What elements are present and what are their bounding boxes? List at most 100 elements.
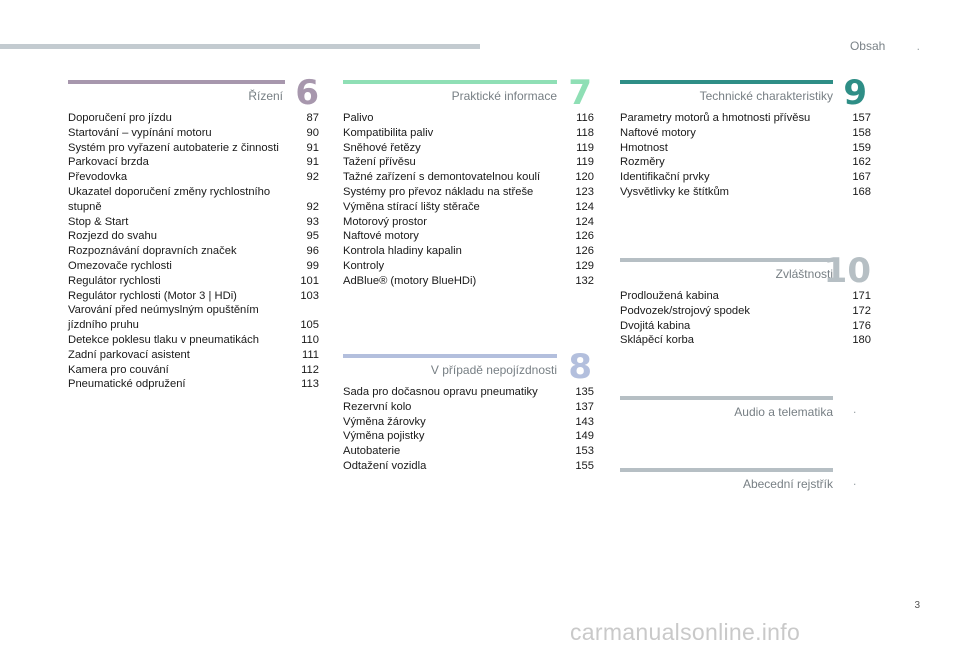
toc-entry[interactable]: Omezovače rychlosti 99 <box>68 259 319 274</box>
header: Obsah . <box>850 39 920 53</box>
toc-entry[interactable]: Motorový prostor 124 <box>343 215 594 230</box>
toc-entry-title: Tažné zařízení s demontovatelnou koulí <box>343 171 541 184</box>
toc-entry[interactable]: Podvozek/strojový spodek 172 <box>620 304 871 319</box>
toc-entry-page: 126 <box>575 245 594 258</box>
toc-entry[interactable]: Kompatibilita paliv 118 <box>343 126 594 141</box>
toc-entry[interactable]: Doporučení pro jízdu 87 <box>68 111 319 126</box>
toc-entry-page: 110 <box>301 333 319 346</box>
section-audio-title[interactable]: Audio a telematika <box>734 405 833 419</box>
toc-entry[interactable]: Detekce poklesu tlaku v pneumatikách 110 <box>68 333 319 348</box>
toc-entry-title: Sada pro dočasnou opravu pneumatiky <box>343 386 538 398</box>
toc-entry[interactable]: Kontroly 129 <box>343 259 594 274</box>
toc-entry-page: 155 <box>575 459 594 472</box>
toc-entry-page: 92 <box>306 200 319 213</box>
toc-entry[interactable]: Identifikační prvky 167 <box>620 170 871 185</box>
toc-entry[interactable]: Kontrola hladiny kapalin 126 <box>343 244 594 259</box>
section-6-number: 6 <box>295 73 319 113</box>
toc-entry[interactable]: Systém pro vyřazení autobaterie z činnos… <box>68 141 319 156</box>
toc-entry-page: 120 <box>575 171 594 184</box>
toc-entry-page: 101 <box>300 274 319 287</box>
section-7-title[interactable]: Praktické informace <box>451 89 557 103</box>
toc-entry-title: Kamera pro couvání <box>68 363 169 376</box>
toc-entry-page: 92 <box>306 171 319 184</box>
toc-entry-title: Stop & Start <box>68 215 129 228</box>
section-7-bar <box>343 80 557 84</box>
section-6-title[interactable]: Řízení <box>248 89 283 103</box>
section-10-list: Prodloužená kabina 171 Podvozek/strojový s… <box>620 289 871 348</box>
toc-entry[interactable]: Regulátor rychlosti (Motor 3 | HDi) 103 <box>68 289 319 304</box>
toc-entry-title: Výměna stírací lišty stěrače <box>343 200 480 213</box>
toc-entry[interactable]: Regulátor rychlosti 101 <box>68 274 319 289</box>
toc-entry-page: 157 <box>852 112 871 124</box>
section-9-title[interactable]: Technické charakteristiky <box>699 89 833 103</box>
toc-entry[interactable]: Hmotnost 159 <box>620 141 871 156</box>
toc-entry[interactable]: Sklápěcí korba 180 <box>620 333 871 348</box>
header-title[interactable]: Obsah <box>849 39 886 53</box>
toc-entry[interactable]: Vysvětlivky ke štítkům 168 <box>620 185 871 200</box>
toc-entry-title: Parkovací brzda <box>68 156 149 169</box>
section-9-bar <box>620 80 833 84</box>
toc-entry-page: 176 <box>852 319 871 332</box>
toc-entry[interactable]: Stop & Start 93 <box>68 215 319 230</box>
toc-entry[interactable]: Zadní parkovací asistent 111 <box>68 348 319 363</box>
toc-entry[interactable]: Naftové motory 126 <box>343 229 594 244</box>
toc-entry[interactable]: Převodovka 92 <box>68 170 319 185</box>
toc-entry[interactable]: Sněhové řetězy 119 <box>343 141 594 156</box>
toc-entry[interactable]: Odtažení vozidla 155 <box>343 459 594 474</box>
toc-entry[interactable]: Rozměry 162 <box>620 155 871 170</box>
toc-entry-page: 124 <box>575 200 594 213</box>
toc-entry-page: 135 <box>575 386 594 398</box>
toc-entry-title: Palivo <box>343 112 374 124</box>
toc-entry-page: 124 <box>575 215 594 228</box>
toc-entry[interactable]: Tažení přívěsu 119 <box>343 155 594 170</box>
section-7: Praktické informace 7 Palivo 116 Kompatibi… <box>343 74 594 300</box>
toc-entry[interactable]: Prodloužená kabina 171 <box>620 289 871 304</box>
toc-entry[interactable]: Pneumatické odpružení 113 <box>68 377 319 392</box>
section-10-title[interactable]: Zvláštnosti <box>775 267 833 281</box>
toc-entry-page: 119 <box>576 156 594 169</box>
watermark: carmanualsonline.info <box>570 619 801 645</box>
toc-entry[interactable]: Kamera pro couvání 112 <box>68 363 319 378</box>
toc-entry[interactable]: Parkovací brzda 91 <box>68 155 319 170</box>
toc-entry[interactable]: Sada pro dočasnou opravu pneumatiky 135 <box>343 385 594 400</box>
toc-entry-title: Identifikační prvky <box>620 171 710 184</box>
section-8-list: Sada pro dočasnou opravu pneumatiky 135 Re… <box>343 385 594 474</box>
toc-entry-title: Odtažení vozidla <box>343 459 427 472</box>
toc-entry-title: Naftové motory <box>343 230 419 243</box>
toc-entry[interactable]: Varování před neúmyslným opuštěním jízdn… <box>68 303 319 333</box>
toc-entry[interactable]: Výměna žárovky 143 <box>343 415 594 430</box>
toc-entry[interactable]: Autobaterie 153 <box>343 444 594 459</box>
toc-entry[interactable]: Palivo 116 <box>343 111 594 126</box>
section-8: V případě nepojízdnosti 8 Sada pro dočas… <box>343 348 594 484</box>
toc-entry[interactable]: Výměna stírací lišty stěrače 124 <box>343 200 594 215</box>
section-10-number: 10 <box>823 251 871 291</box>
toc-entry[interactable]: Rozpoznávání dopravních značek 96 <box>68 244 319 259</box>
toc-entry-page: 91 <box>306 141 319 154</box>
section-index-title[interactable]: Abecední rejstřík <box>742 477 833 491</box>
toc-entry-page: 159 <box>852 141 871 154</box>
section-6-list: Doporučení pro jízdu 87 Startování – vypín… <box>68 111 319 392</box>
toc-entry[interactable]: Výměna pojistky 149 <box>343 429 594 444</box>
toc-entry-page: 112 <box>301 363 319 376</box>
toc-entry[interactable]: AdBlue® (motory BlueHDi) 132 <box>343 274 594 289</box>
toc-entry[interactable]: Rezervní kolo 137 <box>343 400 594 415</box>
toc-entry[interactable]: Parametry motorů a hmotnosti přívěsu 157 <box>620 111 871 126</box>
section-10: Zvláštnosti 10 Prodloužená kabina 171 Podv… <box>620 252 871 358</box>
section-8-title[interactable]: V případě nepojízdnosti <box>430 363 557 377</box>
toc-entry[interactable]: Startování – vypínání motoru 90 <box>68 126 319 141</box>
toc-entry[interactable]: Ukazatel doporučení změny rychlostního s… <box>68 185 319 215</box>
toc-entry-page: 167 <box>852 171 871 184</box>
toc-entry[interactable]: Dvojitá kabina 176 <box>620 319 871 334</box>
toc-entry-title: Kontroly <box>343 259 385 272</box>
section-10-bar <box>620 258 833 262</box>
toc-entry-title: Sklápěcí korba <box>620 334 695 347</box>
toc-entry[interactable]: Naftové motory 158 <box>620 126 871 141</box>
section-9: Technické charakteristiky 9 Parametry mo… <box>620 74 871 210</box>
toc-entry-title: Rezervní kolo <box>343 400 412 413</box>
toc-entry-page: 129 <box>575 259 594 272</box>
toc-entry-title: Systém pro vyřazení autobaterie z činnos… <box>68 141 279 154</box>
toc-entry[interactable]: Tažné zařízení s demontovatelnou koulí 12… <box>343 170 594 185</box>
toc-entry[interactable]: Rozjezd do svahu 95 <box>68 229 319 244</box>
toc-entry[interactable]: Systémy pro převoz nákladu na střeše 123 <box>343 185 594 200</box>
toc-entry-title: Parametry motorů a hmotnosti přívěsu <box>620 112 811 124</box>
